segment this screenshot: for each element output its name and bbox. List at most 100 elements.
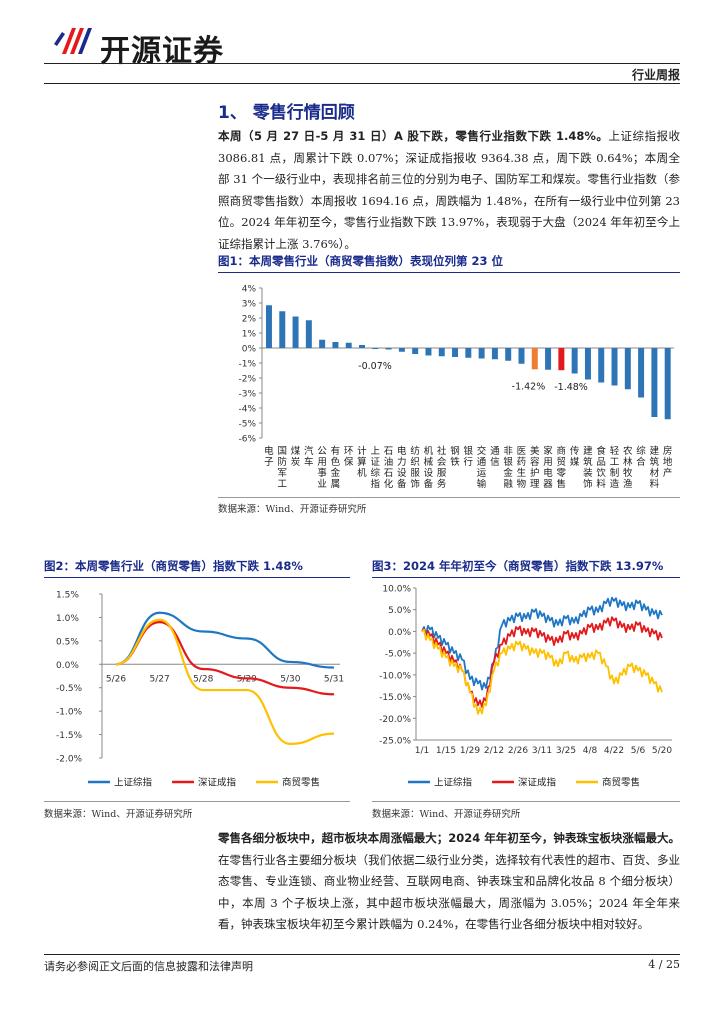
y-tick-label: 5.0% xyxy=(388,606,411,616)
figure-1-chart: 4% 3% 2% 1% 0% -1% -2% -3% -4% -5% -6% 电子国防军工煤炭汽车公用… xyxy=(238,285,674,490)
y-tick-label: 1.5% xyxy=(56,591,79,601)
bar xyxy=(359,345,365,348)
x-tick-label: 通信 xyxy=(490,446,500,468)
x-tick-label: 纺织服饰 xyxy=(410,445,420,490)
company-logo-icon xyxy=(54,28,92,54)
y-tick-label: -4% xyxy=(238,405,256,415)
x-tick-label: 交通运输 xyxy=(477,445,487,490)
section-title: 1、 零售行情回顾 xyxy=(218,103,355,123)
footer-divider xyxy=(44,954,680,955)
paragraph-1-body: 上证综指报收 3086.81 点，周累计下跌 0.07%；深证成指报收 9364… xyxy=(218,129,681,251)
y-tick-label: -1.0% xyxy=(56,708,83,718)
bar xyxy=(611,348,618,386)
x-tick-label: 5/6 xyxy=(631,746,646,756)
bar xyxy=(372,348,379,350)
legend-label: 商贸零售 xyxy=(602,777,640,789)
x-tick-label: 建筑材料 xyxy=(650,445,660,490)
bar xyxy=(478,348,485,359)
y-tick-label: -10.0% xyxy=(379,671,411,681)
report-type: 行业周报 xyxy=(631,68,680,82)
x-tick-label: 国防军工 xyxy=(277,446,287,490)
x-tick-label: 石油石化 xyxy=(384,446,394,490)
legend-label: 商贸零售 xyxy=(282,777,320,789)
y-tick-label: -20.0% xyxy=(379,715,411,725)
footer-disclaimer: 请务必参阅正文后面的信息披露和法律声明 xyxy=(44,960,253,973)
series-line xyxy=(421,628,663,715)
legend-label: 深证成指 xyxy=(518,777,557,789)
x-tick-label: 机械设备 xyxy=(424,445,434,490)
x-tick-label: 食品饮料 xyxy=(596,445,606,490)
x-tick-label: 汽车 xyxy=(304,445,314,468)
bar xyxy=(385,348,392,350)
figure-3-chart: 10.0% 5.0% 0.0% -5.0% -10.0% -15.0% -20.0% -25.… xyxy=(379,585,672,789)
x-tick-label: 1/29 xyxy=(460,746,480,756)
y-tick-label: -2% xyxy=(238,375,256,385)
bar xyxy=(664,348,671,420)
x-tick-label: 5/30 xyxy=(280,674,300,684)
x-tick-label: 4/8 xyxy=(583,746,598,756)
y-tick-label: -0.5% xyxy=(56,684,83,694)
x-tick-label: 电力设备 xyxy=(397,445,407,490)
series-line xyxy=(115,621,335,696)
y-tick-label: -3% xyxy=(238,390,256,400)
paragraph-1: 本周（5 月 27 日-5 月 31 日）A 股下跌，零售行业指数下跌 1.48… xyxy=(218,126,680,255)
y-tick-label: 2% xyxy=(242,315,257,325)
header-divider xyxy=(44,63,680,64)
data-label: -0.07% xyxy=(358,361,392,372)
x-tick-label: 医药生物 xyxy=(517,446,527,490)
legend-label: 上证综指 xyxy=(114,777,153,789)
series-line xyxy=(421,616,663,708)
figure-3-rule xyxy=(372,577,680,578)
bar xyxy=(332,342,339,348)
x-tick-label: 社会服务 xyxy=(437,445,447,490)
x-tick-label: 5/20 xyxy=(652,746,672,756)
figure-3-title: 图3：2024 年年初至今（商贸零售）指数下跌 13.97% xyxy=(372,559,664,573)
bar xyxy=(438,348,445,357)
header-divider-2 xyxy=(44,83,680,84)
y-tick-label: -5.0% xyxy=(385,650,412,660)
x-tick-label: 4/22 xyxy=(604,746,624,756)
bar xyxy=(491,348,498,360)
y-tick-label: -6% xyxy=(238,435,256,445)
figure-2-source: 数据来源：Wind、开源证券研究所 xyxy=(44,809,193,820)
figure-3-rule-bottom xyxy=(372,801,680,802)
data-label: -1.42% xyxy=(512,381,546,392)
figure-1-source: 数据来源：Wind、开源证券研究所 xyxy=(218,504,367,515)
y-tick-label: 1% xyxy=(242,330,257,340)
x-tick-label: 电子 xyxy=(264,445,274,468)
bar xyxy=(425,348,432,356)
bar xyxy=(571,348,578,374)
x-tick-label: 房地产 xyxy=(663,445,673,479)
y-tick-label: -5% xyxy=(238,420,256,430)
x-tick-label: 煤炭 xyxy=(291,445,301,468)
bar xyxy=(398,348,405,352)
x-tick-label: 环保 xyxy=(344,446,354,468)
series-line xyxy=(115,618,335,746)
y-tick-label: 0.0% xyxy=(56,661,79,671)
y-tick-label: -1.5% xyxy=(56,731,83,741)
y-tick-label: 4% xyxy=(242,285,257,295)
y-tick-label: -1% xyxy=(238,360,256,370)
x-tick-label: 综合 xyxy=(636,445,646,468)
paragraph-1-lead: 本周（5 月 27 日-5 月 31 日）A 股下跌，零售行业指数下跌 1.48… xyxy=(218,129,609,143)
y-tick-label: -2.0% xyxy=(56,755,83,765)
bar xyxy=(651,348,658,417)
x-tick-label: 商贸零售 xyxy=(557,445,567,490)
figure-3-source: 数据来源：Wind、开源证券研究所 xyxy=(372,809,521,820)
x-tick-label: 钢铁 xyxy=(450,445,460,468)
figure-1-rule-bottom xyxy=(218,497,680,498)
legend-label: 上证综指 xyxy=(434,777,473,789)
x-tick-label: 计算机 xyxy=(357,445,367,479)
bar xyxy=(465,348,472,358)
x-tick-label: 5/28 xyxy=(193,674,213,684)
x-tick-label: 家用电器 xyxy=(543,445,553,490)
bar xyxy=(292,316,299,348)
bar xyxy=(345,342,352,348)
bar xyxy=(518,348,525,364)
series-line xyxy=(115,611,335,669)
x-tick-label: 2/26 xyxy=(508,746,528,756)
bar xyxy=(638,348,645,398)
x-tick-label: 3/25 xyxy=(556,746,576,756)
paragraph-2: 零售各细分板块中，超市板块本周涨幅最大；2024 年年初至今，钟表珠宝板块涨幅最… xyxy=(218,828,680,936)
y-tick-label: 0.5% xyxy=(56,637,79,647)
